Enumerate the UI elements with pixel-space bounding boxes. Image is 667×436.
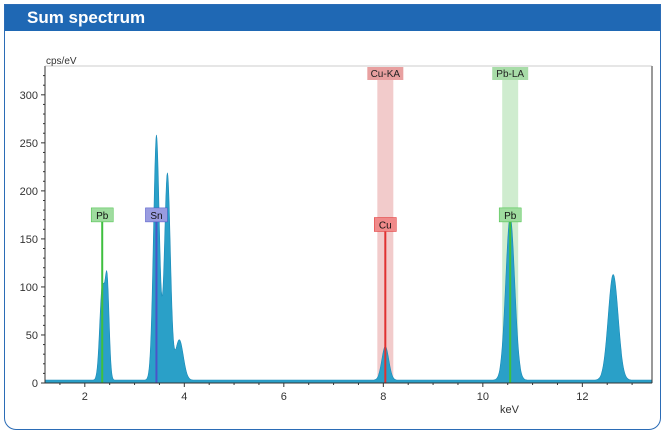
y-tick-label-6: 300 [20, 90, 38, 102]
panel-title: Sum spectrum [5, 5, 660, 31]
element-line-layer: Pb Sn Cu Pb [90, 207, 522, 383]
band-label-1: Pb-LA [496, 69, 524, 80]
x-axis-label: keV [500, 404, 520, 416]
y-tick-label-1: 50 [26, 330, 38, 342]
element-label-bg-3 [498, 207, 522, 223]
element-label-3: Pb [504, 211, 517, 222]
x-tick-label-1: 4 [181, 391, 187, 403]
element-label-1: Sn [150, 211, 162, 222]
y-axis-label: cps/eV [46, 56, 77, 67]
y-tick-label-3: 150 [20, 234, 38, 246]
y-tick-label-5: 250 [20, 138, 38, 150]
y-tick-label-0: 0 [32, 378, 38, 390]
x-tick-label-4: 10 [477, 391, 489, 403]
band-label-bg-1 [492, 67, 529, 80]
element-label-bg-1 [145, 207, 168, 223]
element-label-bg-2 [374, 217, 397, 232]
band-label-0: Cu-KA [371, 69, 401, 80]
spectrum-series [44, 134, 653, 384]
element-label-2: Cu [379, 221, 392, 232]
band-label-bg-0 [367, 67, 404, 80]
y-tick-label-4: 200 [20, 186, 38, 198]
x-tick-label-3: 8 [380, 391, 386, 403]
element-label-0: Pb [96, 211, 109, 222]
x-tick-label-0: 2 [82, 391, 88, 403]
y-tick-label-2: 100 [20, 282, 38, 294]
chart-panel: Sum spectrum [4, 4, 661, 430]
axes-layer: 0 50 100 150 200 250 300 2 4 6 8 10 12 [20, 65, 653, 403]
x-tick-label-5: 12 [576, 391, 588, 403]
x-tick-label-2: 6 [281, 391, 287, 403]
spectrum-layer [44, 134, 653, 384]
element-label-bg-0 [90, 207, 114, 223]
